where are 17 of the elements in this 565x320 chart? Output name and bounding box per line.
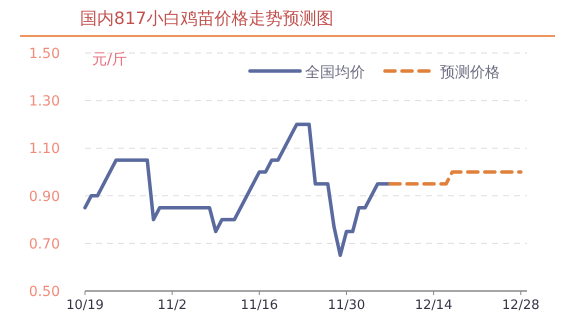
y-tick-label: 0.70 — [28, 236, 60, 252]
x-tick-label: 11/30 — [328, 298, 366, 313]
x-tick-label: 12/28 — [502, 298, 540, 313]
y-tick-label: 1.10 — [28, 141, 60, 158]
y-tick-label: 1.30 — [28, 94, 60, 110]
x-tick-label: 11/2 — [158, 298, 187, 313]
x-tick-label: 12/14 — [414, 298, 452, 313]
legend-label: 全国均价 — [305, 63, 365, 81]
legend-label: 预测价格 — [440, 63, 500, 81]
y-tick-label: 1.50 — [28, 46, 60, 62]
chart-title: 国内817小白鸡苗价格走势预测图 — [80, 9, 334, 29]
x-tick-label: 10/19 — [66, 298, 104, 313]
y-tick-label: 0.50 — [28, 284, 60, 300]
x-tick-label: 11/16 — [240, 298, 278, 313]
y-axis-title: 元/斤 — [92, 50, 128, 68]
line-series — [83, 122, 392, 258]
y-tick-label: 0.90 — [28, 188, 60, 205]
